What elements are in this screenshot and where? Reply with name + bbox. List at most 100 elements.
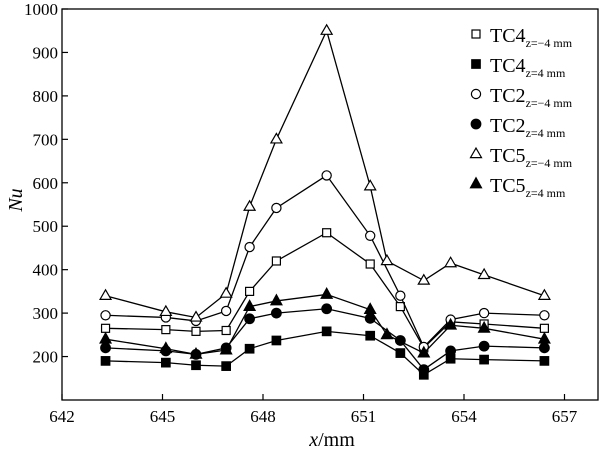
data-point [100, 356, 111, 366]
legend-label-sub: z=−4 mm [526, 36, 573, 50]
data-point [444, 256, 458, 268]
legend-marker [469, 176, 483, 189]
series-5 [99, 23, 551, 322]
data-point [322, 228, 332, 238]
data-point [99, 331, 113, 344]
legend-marker [471, 59, 481, 69]
data-point [444, 317, 458, 330]
data-point [189, 310, 203, 322]
legend-entry: TC2z=4 mm [470, 115, 566, 140]
data-point [269, 132, 283, 144]
series-line [105, 293, 545, 356]
legend-label: TC2z=4 mm [490, 115, 566, 140]
legend-entry: TC2z=−4 mm [470, 85, 573, 110]
data-point [537, 331, 551, 344]
legend-marker [471, 29, 481, 39]
data-point [320, 286, 334, 299]
data-point [244, 313, 256, 325]
data-point [537, 288, 551, 300]
legend-label: TC4z=4 mm [490, 55, 566, 80]
legend-label-sub: z=−4 mm [526, 96, 573, 110]
data-point [271, 335, 282, 346]
data-point [189, 346, 203, 359]
legend-label: TC4z=−4 mm [490, 25, 573, 50]
legend-marker [470, 88, 482, 100]
data-point [363, 302, 377, 315]
data-point [245, 286, 255, 296]
data-point [363, 179, 377, 191]
data-point [191, 326, 201, 336]
legend-label-sub: z=−4 mm [526, 156, 573, 170]
y-tick-label: 700 [33, 130, 59, 149]
legend-marker [469, 146, 483, 159]
data-point [477, 267, 491, 280]
data-point [99, 288, 113, 300]
x-tick-label: 651 [351, 407, 377, 426]
y-tick-label: 800 [33, 87, 59, 106]
data-point [161, 325, 171, 335]
data-point [159, 341, 173, 354]
y-tick-label: 1000 [24, 0, 58, 19]
legend-label-sub: z=4 mm [526, 126, 566, 140]
data-point [395, 290, 406, 301]
data-point [539, 310, 550, 321]
y-tick-label: 400 [33, 261, 59, 280]
x-tick-label: 648 [250, 407, 276, 426]
data-point [380, 327, 394, 340]
data-point [271, 256, 281, 266]
data-point [478, 307, 490, 319]
data-point [539, 342, 550, 354]
series-layer [99, 23, 551, 380]
x-tick-label: 657 [552, 407, 578, 426]
legend-label-sub: z=4 mm [526, 66, 566, 80]
data-point [479, 354, 489, 365]
data-point [395, 301, 405, 312]
data-point [221, 361, 231, 371]
legend-label-main: TC4 [490, 55, 526, 77]
data-point [221, 325, 231, 336]
data-point [269, 293, 283, 306]
data-point [191, 360, 201, 371]
data-point [243, 199, 257, 211]
x-axis-label-unit: /mm [318, 429, 355, 451]
legend-label: TC2z=−4 mm [490, 85, 573, 110]
legend-label-main: TC4 [490, 25, 526, 47]
data-point [417, 273, 431, 285]
data-point [539, 323, 550, 333]
x-axis: 642 645 648 651 654 657 [49, 394, 578, 426]
legend-label: TC5z=4 mm [490, 175, 566, 200]
legend-entry: TC4z=4 mm [471, 55, 566, 80]
data-point [243, 299, 257, 311]
data-point [478, 340, 490, 352]
data-point [365, 230, 376, 241]
y-tick-label: 300 [33, 304, 59, 323]
y-tick-label: 200 [33, 348, 59, 367]
data-point [321, 326, 332, 337]
plot-frame [61, 8, 599, 401]
x-tick-label: 642 [49, 407, 75, 426]
data-point [418, 364, 430, 375]
data-point [244, 241, 255, 253]
data-point [380, 253, 394, 266]
data-point [271, 202, 282, 214]
data-point [219, 286, 233, 298]
legend-label: TC5z=−4 mm [490, 145, 573, 170]
data-point [395, 348, 406, 358]
data-point [321, 303, 333, 315]
data-point [417, 345, 431, 358]
data-point [161, 357, 171, 368]
legend-label-main: TC2 [490, 85, 526, 107]
data-point [445, 345, 457, 357]
data-point [271, 307, 282, 319]
data-point [100, 310, 111, 321]
legend-label-sub: z=4 mm [526, 186, 566, 200]
y-tick-label: 900 [33, 43, 59, 62]
data-point [365, 259, 375, 269]
x-axis-label-var: x [308, 429, 318, 451]
x-axis-label: x/mm [308, 429, 355, 451]
data-point [539, 356, 550, 366]
data-point [320, 23, 334, 35]
series-6 [99, 286, 551, 359]
